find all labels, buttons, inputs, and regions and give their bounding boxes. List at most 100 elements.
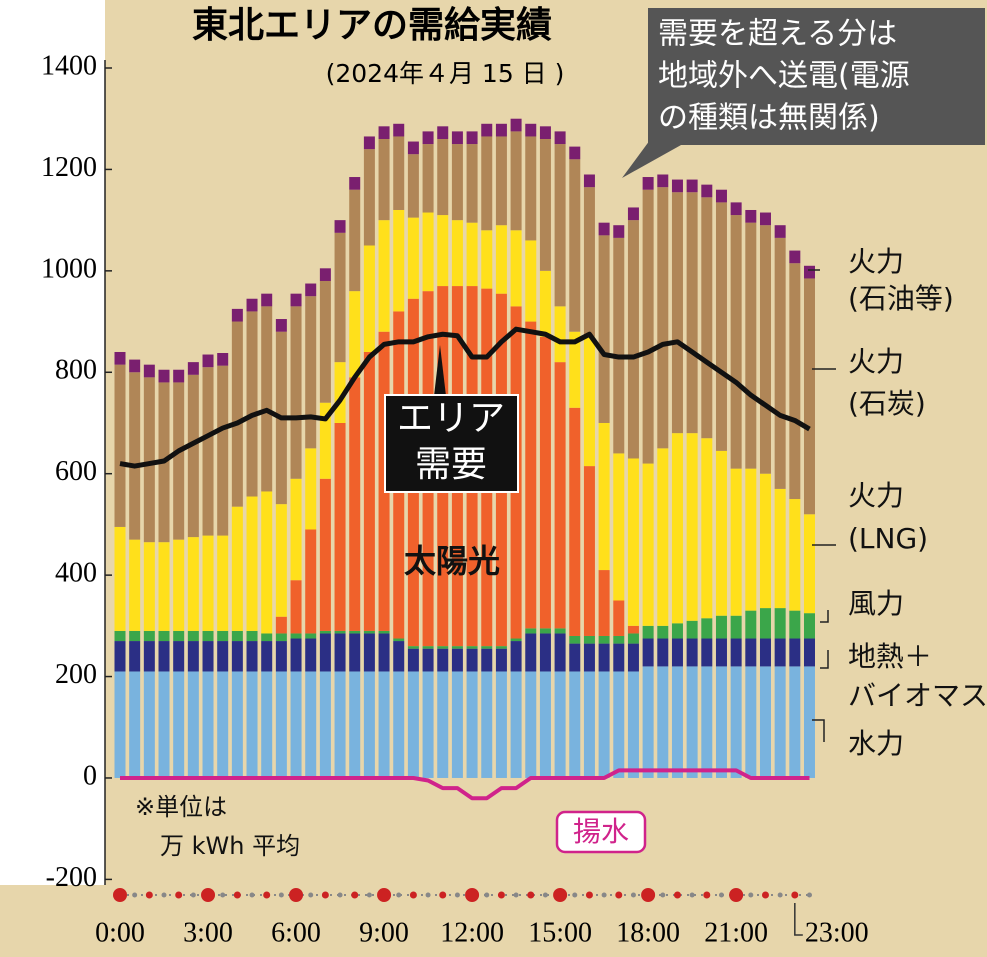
bar-segment: [686, 620, 698, 639]
bar-segment: [481, 136, 493, 231]
callout-box: [648, 8, 985, 145]
bar-segment: [378, 633, 390, 672]
bar-segment: [305, 671, 317, 778]
bar-segment: [613, 643, 625, 672]
bar-segment: [349, 177, 361, 190]
callout: 需要を超える分は 地域外へ送電(電源 の種類は無関係): [622, 8, 985, 178]
bar-segment: [789, 638, 801, 667]
bar-segment: [759, 473, 771, 609]
bar-segment: [114, 630, 126, 642]
bar-segment: [349, 377, 361, 631]
bar-segment: [246, 311, 258, 497]
bar-segment: [378, 671, 390, 778]
bar-segment: [554, 306, 566, 363]
bar-segment: [598, 222, 610, 236]
bar-segment: [393, 671, 405, 778]
legend-label: 火力: [848, 345, 904, 378]
bar-segment: [789, 263, 801, 500]
bar-segment: [437, 215, 449, 287]
timeline-dot: [761, 891, 769, 899]
bar-segment: [393, 136, 405, 210]
bar-segment: [481, 123, 493, 137]
bar-segment: [305, 448, 317, 530]
bar-segment: [803, 613, 815, 639]
bar-segment: [246, 496, 258, 631]
bar-segment: [466, 144, 478, 223]
timeline-dot: [308, 892, 314, 898]
bar-segment: [642, 666, 654, 778]
demand-pointer: [434, 345, 446, 396]
bar-segment: [583, 466, 595, 636]
bar-segment: [305, 283, 317, 297]
bar-segment: [627, 633, 639, 644]
bar-segment: [261, 671, 273, 778]
x-tick-label: 3:00: [183, 917, 233, 948]
bar-segment: [407, 154, 419, 218]
legend-label: 水力: [848, 727, 904, 760]
bar-segment: [701, 666, 713, 778]
bar-segment: [261, 306, 273, 492]
bar-segment: [642, 625, 654, 639]
bar-segment: [613, 225, 625, 238]
bar-segment: [129, 372, 141, 540]
timeline-dot: [527, 891, 535, 899]
bar-segment: [378, 126, 390, 139]
lines: [119, 326, 811, 801]
bar-segment: [275, 319, 287, 332]
bar-segment: [305, 296, 317, 449]
chart-subtitle: (2024年４月 15 日 ): [326, 59, 565, 88]
bar-segment: [495, 136, 507, 226]
bar-segment: [613, 600, 625, 636]
timeline-dot: [249, 892, 255, 898]
bar-segment: [701, 197, 713, 439]
legend-pointer: [820, 610, 829, 623]
bar-segment: [495, 646, 507, 649]
bar-segment: [451, 671, 463, 778]
timeline-dot: [321, 891, 329, 899]
bar-segment: [525, 628, 537, 634]
bar-segment: [701, 638, 713, 667]
legend-label: 火力: [848, 245, 904, 278]
bar-segment: [745, 222, 757, 469]
timeline-dot: [145, 891, 153, 899]
bar-segment: [334, 630, 346, 634]
bar-segment: [334, 232, 346, 363]
bar-segment: [481, 230, 493, 289]
bar-segment: [319, 478, 331, 631]
legend-pointer: [820, 650, 829, 669]
demand-text: 需要: [415, 444, 487, 485]
bar-segment: [774, 225, 786, 238]
timeline-dot: [454, 892, 460, 898]
bar-segment: [217, 671, 229, 778]
timeline-dot: [439, 891, 447, 899]
bar-segment: [745, 638, 757, 667]
bar-segment: [363, 149, 375, 246]
bar-segment: [290, 671, 302, 778]
bar-segment: [539, 628, 551, 634]
bar-segment: [510, 230, 522, 307]
legend-label: 風力: [848, 587, 904, 620]
bar-segment: [217, 630, 229, 642]
bar-segment: [393, 209, 405, 312]
bar-segment: [657, 666, 669, 778]
bar-segment: [525, 240, 537, 322]
bar-segment: [129, 539, 141, 631]
bar-segment: [701, 618, 713, 639]
bar-segment: [246, 630, 258, 642]
bar-segment: [657, 638, 669, 667]
bar-segment: [569, 146, 581, 160]
bar-segment: [334, 633, 346, 672]
bar-segment: [202, 354, 214, 368]
bar-segment: [774, 666, 786, 778]
bar-segment: [803, 666, 815, 778]
bar-segment: [569, 159, 581, 332]
demand-label: エリア 需要: [384, 345, 519, 493]
bar-segment: [466, 648, 478, 672]
bar-segment: [158, 641, 170, 672]
bar-segment: [583, 174, 595, 188]
bar-segment: [275, 504, 287, 617]
bar-segment: [451, 646, 463, 649]
bar-segment: [437, 138, 449, 216]
timeline-dot: [190, 892, 196, 898]
bar-segment: [745, 209, 757, 223]
